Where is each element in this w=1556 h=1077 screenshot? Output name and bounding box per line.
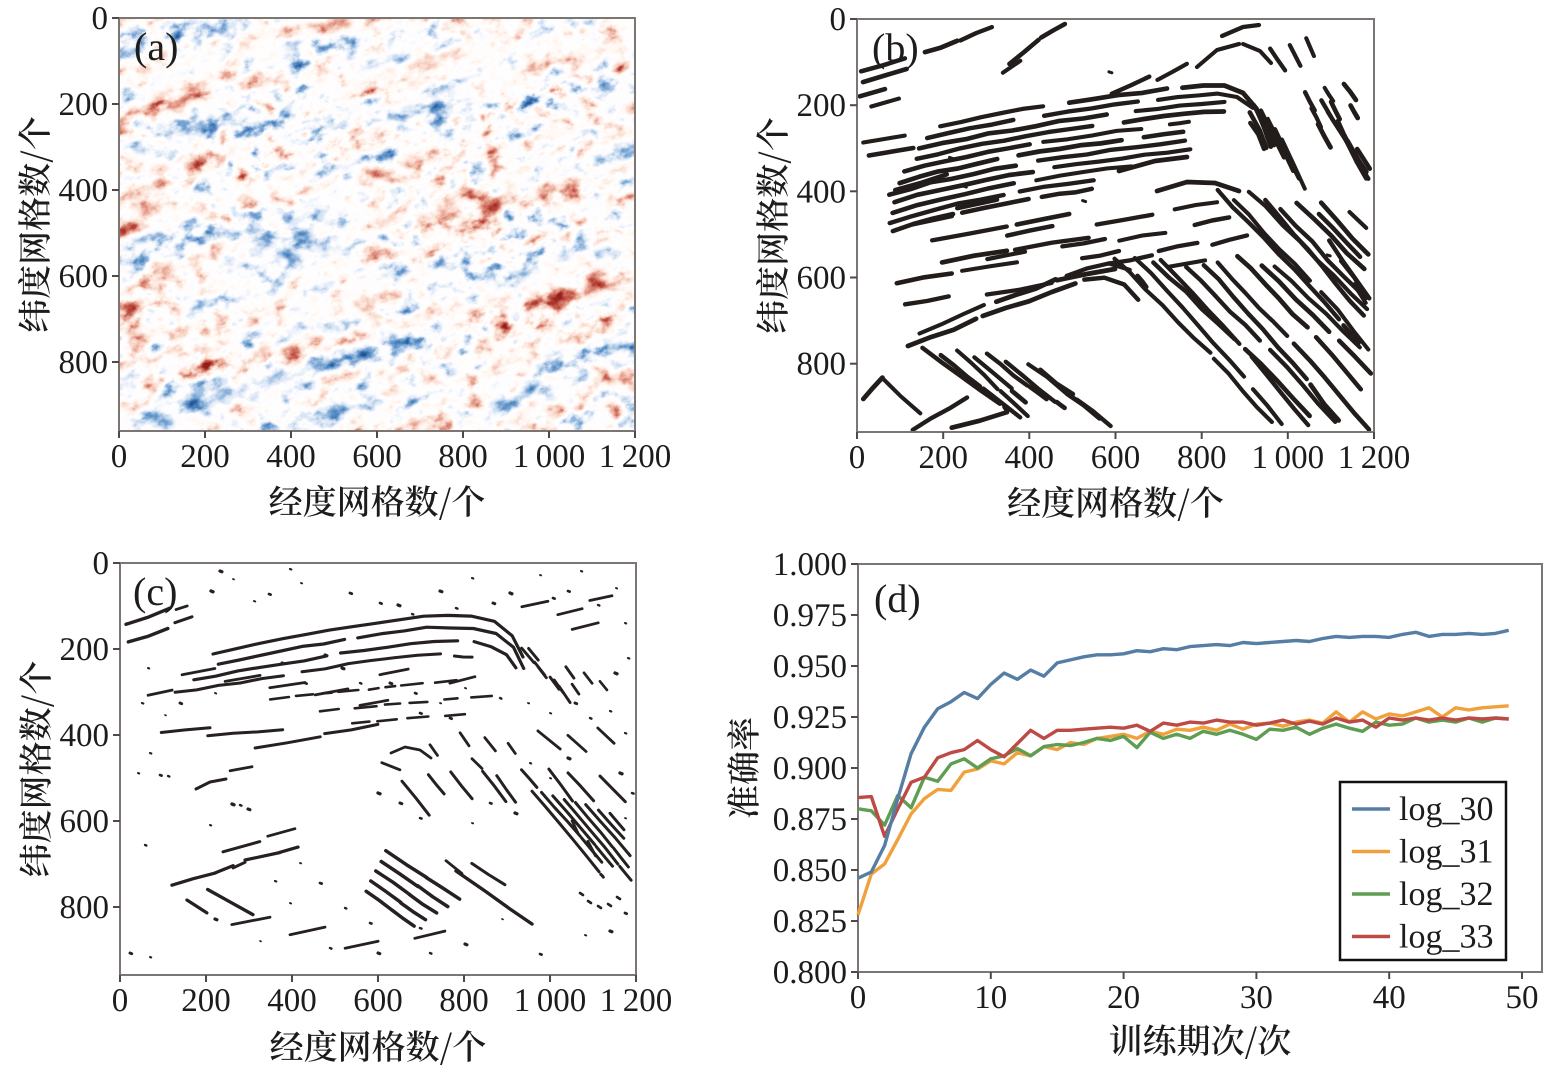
svg-text:(c): (c) [133, 569, 177, 614]
svg-text:600: 600 [353, 983, 403, 1019]
svg-text:20: 20 [1107, 980, 1140, 1016]
svg-text:(d): (d) [874, 576, 921, 621]
svg-text:200: 200 [918, 440, 968, 476]
svg-text:400: 400 [59, 173, 109, 209]
svg-text:0: 0 [111, 439, 128, 475]
svg-text:0.850: 0.850 [773, 853, 847, 889]
svg-text:0.900: 0.900 [773, 751, 847, 787]
svg-text:800: 800 [438, 439, 488, 475]
svg-text:0.950: 0.950 [773, 649, 847, 685]
svg-text:log_33: log_33 [1399, 919, 1493, 956]
svg-text:0.875: 0.875 [773, 802, 847, 838]
svg-text:40: 40 [1373, 980, 1406, 1016]
svg-text:0: 0 [849, 440, 866, 476]
svg-text:400: 400 [797, 174, 847, 210]
svg-text:log_30: log_30 [1399, 791, 1493, 828]
svg-text:0: 0 [830, 2, 847, 38]
svg-text:(a): (a) [134, 24, 178, 69]
svg-text:800: 800 [439, 983, 489, 1019]
svg-text:1.000: 1.000 [773, 547, 847, 583]
svg-text:600: 600 [60, 804, 110, 840]
svg-text:600: 600 [1091, 440, 1141, 476]
svg-text:600: 600 [797, 261, 847, 297]
svg-text:30: 30 [1240, 980, 1273, 1016]
svg-text:800: 800 [797, 347, 847, 383]
svg-text:(b): (b) [872, 25, 919, 70]
svg-text:200: 200 [181, 983, 231, 1019]
svg-text:log_32: log_32 [1399, 876, 1493, 913]
svg-text:400: 400 [1005, 440, 1055, 476]
svg-text:0.975: 0.975 [773, 598, 847, 634]
svg-text:0.800: 0.800 [773, 955, 847, 991]
svg-text:0: 0 [92, 1, 109, 37]
svg-text:log_31: log_31 [1399, 834, 1493, 871]
svg-text:0.825: 0.825 [773, 904, 847, 940]
svg-text:0.925: 0.925 [773, 700, 847, 736]
svg-text:600: 600 [352, 439, 402, 475]
svg-text:800: 800 [60, 890, 110, 926]
svg-text:1 000: 1 000 [1251, 440, 1324, 476]
svg-text:0: 0 [112, 983, 129, 1019]
svg-text:600: 600 [59, 259, 109, 295]
svg-text:200: 200 [60, 632, 110, 668]
svg-text:800: 800 [59, 345, 109, 381]
svg-text:1 200: 1 200 [600, 983, 673, 1019]
svg-text:0: 0 [850, 980, 867, 1016]
svg-text:1 000: 1 000 [513, 439, 586, 475]
svg-text:200: 200 [180, 439, 230, 475]
svg-text:800: 800 [1177, 440, 1227, 476]
svg-text:1 200: 1 200 [1338, 440, 1411, 476]
svg-text:10: 10 [974, 980, 1007, 1016]
svg-text:400: 400 [267, 983, 317, 1019]
svg-text:200: 200 [59, 87, 109, 123]
svg-text:400: 400 [60, 718, 110, 754]
svg-text:50: 50 [1506, 980, 1539, 1016]
svg-text:1 200: 1 200 [599, 439, 672, 475]
svg-text:1 000: 1 000 [514, 983, 587, 1019]
svg-text:400: 400 [266, 439, 316, 475]
svg-text:200: 200 [797, 88, 847, 124]
svg-text:0: 0 [93, 546, 110, 582]
